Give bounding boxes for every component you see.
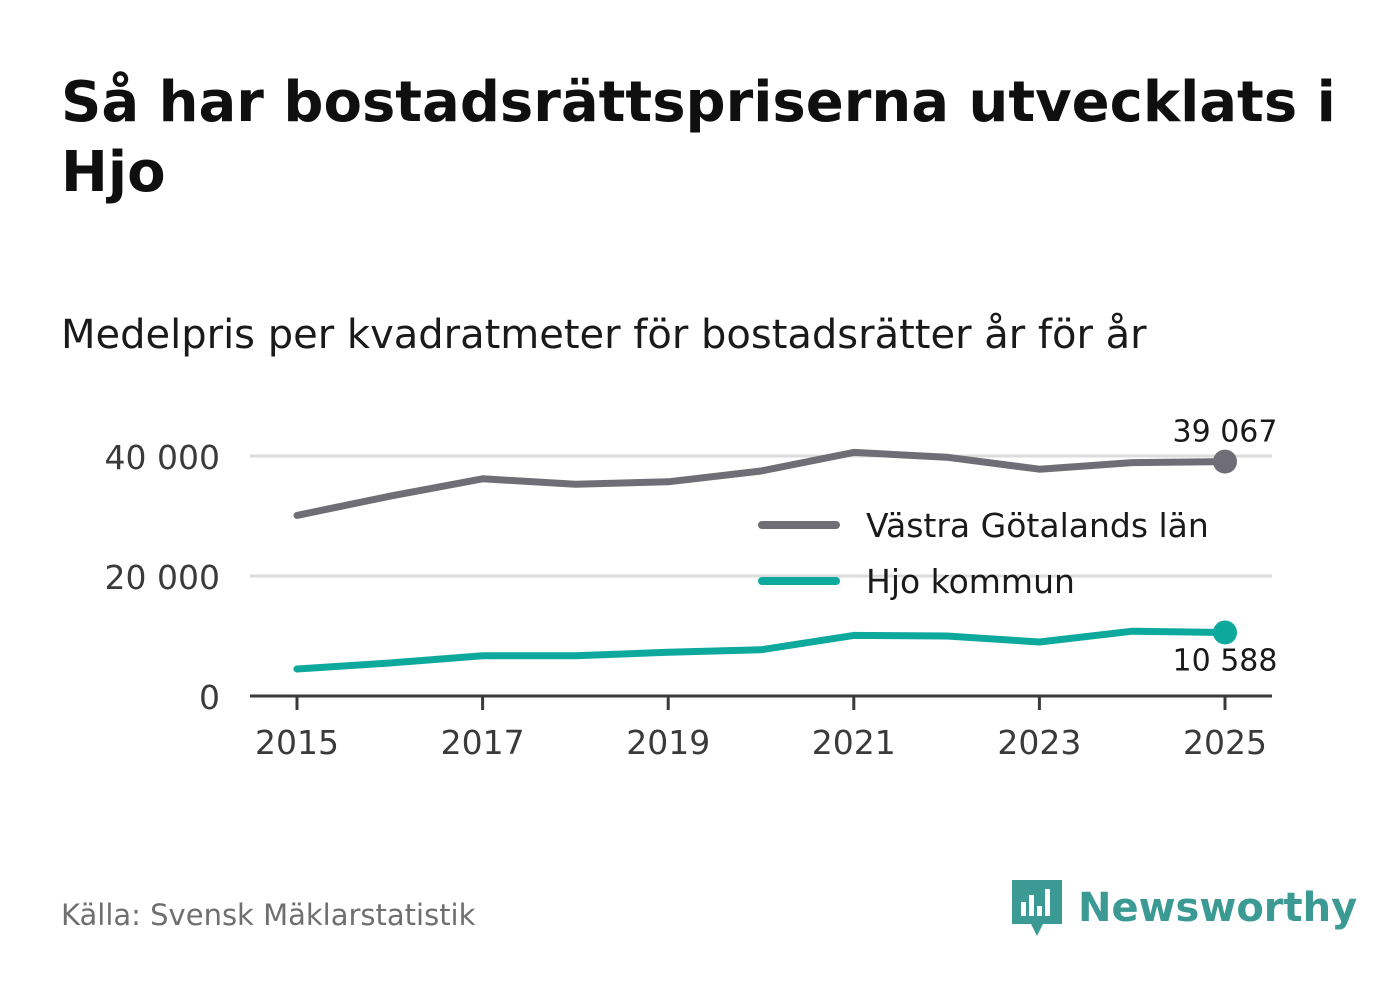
y-tick-label: 40 000 <box>105 438 220 477</box>
x-tick-label: 2019 <box>626 723 710 762</box>
x-axis-tick-labels: 2015 2017 2019 2021 2023 2025 <box>255 723 1267 762</box>
chart-subtitle: Medelpris per kvadratmeter för bostadsrä… <box>61 312 1147 358</box>
newsworthy-logo-icon <box>1012 880 1062 936</box>
y-tick-label: 0 <box>199 678 220 717</box>
x-tick-label: 2015 <box>255 723 339 762</box>
series-line <box>293 448 1229 519</box>
series-lines <box>293 448 1237 673</box>
y-tick-label: 20 000 <box>105 558 220 597</box>
x-tick-label: 2025 <box>1183 723 1267 762</box>
y-axis-tick-labels: 0 20 000 40 000 <box>105 438 220 717</box>
x-tick-label: 2017 <box>441 723 525 762</box>
legend-label: Västra Götalands län <box>866 506 1209 545</box>
x-axis <box>250 694 1272 710</box>
brand-name: Newsworthy <box>1078 885 1358 931</box>
series-line <box>293 627 1229 673</box>
series-end-point <box>1213 449 1237 474</box>
legend-label: Hjo kommun <box>866 562 1075 601</box>
source-note: Källa: Svensk Mäklarstatistik <box>61 898 476 932</box>
line-chart: 0 20 000 40 000 2015 2017 2019 2021 2023 2025 3… <box>105 415 1278 762</box>
end-value-labels: 39 067 10 588 <box>1173 415 1278 679</box>
legend: Västra Götalands län Hjo kommun <box>758 506 1209 601</box>
chart-title: Så har bostadsrättspriserna utvecklats i… <box>61 70 1336 205</box>
brand: Newsworthy <box>1010 878 1357 938</box>
series-end-point <box>1213 620 1237 645</box>
x-tick-label: 2021 <box>812 723 896 762</box>
grid-lines <box>250 454 1272 578</box>
end-value-label: 39 067 <box>1173 415 1278 450</box>
x-tick-label: 2023 <box>997 723 1081 762</box>
end-value-label: 10 588 <box>1173 643 1278 678</box>
